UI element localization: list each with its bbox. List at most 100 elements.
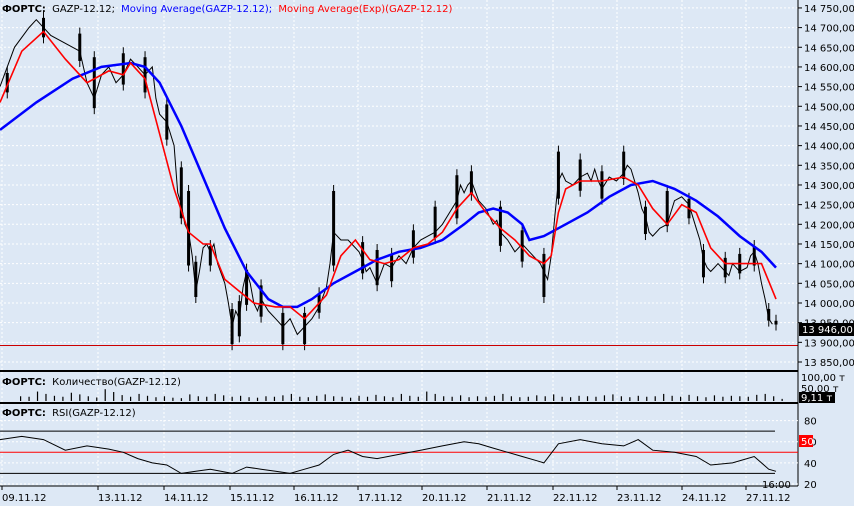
volume-bar — [654, 396, 656, 401]
volume-bar — [28, 396, 30, 401]
volume-bar — [341, 396, 343, 401]
rsi-level-label: 50 — [801, 437, 814, 448]
volume-bar — [333, 396, 335, 401]
volume-bar — [510, 396, 512, 401]
candle-body — [622, 151, 626, 179]
price-tick-label: 14 200,00 — [804, 220, 854, 231]
price-tick-label: 14 600,00 — [804, 63, 854, 74]
rsi-series — [0, 435, 777, 474]
volume-bar — [646, 396, 648, 401]
volume-panel-bg — [0, 372, 798, 402]
volume-bar — [680, 396, 682, 401]
rsi-level-box — [799, 435, 813, 447]
volume-bar — [443, 396, 445, 401]
ema-legend: Moving Average(Exp)(GAZP-12.12) — [278, 4, 452, 15]
candle-body — [245, 269, 249, 305]
candle-body — [281, 312, 285, 345]
candle-body — [665, 190, 669, 227]
rsi-tick-label: 20 — [804, 480, 817, 491]
volume-bar — [248, 397, 250, 401]
volume-bar — [104, 389, 106, 401]
volume-bar — [155, 397, 157, 401]
last-price-label: 13 946,00 — [802, 325, 853, 336]
price-tick-label: 14 450,00 — [804, 122, 854, 133]
price-tick-label: 14 400,00 — [804, 142, 854, 153]
date-label: 13.11.12 — [98, 493, 143, 504]
volume-bar — [324, 394, 326, 401]
volume-bar — [578, 395, 580, 401]
volume-bar — [172, 397, 174, 401]
volume-bar — [561, 396, 563, 401]
volume-bar — [620, 396, 622, 401]
price-tick-label: 14 150,00 — [804, 240, 854, 251]
volume-bar — [612, 394, 614, 401]
volume-title-prefix: ФОРТС: — [2, 377, 46, 388]
price-tick-label: 13 900,00 — [804, 338, 854, 349]
volume-bar — [53, 395, 56, 401]
candle-body — [411, 230, 415, 258]
volume-bar — [146, 395, 149, 401]
candle-body — [542, 253, 546, 297]
candle-body — [78, 33, 82, 61]
candle-body — [643, 206, 647, 235]
volume-bar — [375, 394, 377, 401]
volume-bar — [400, 393, 402, 401]
volume-bar — [282, 395, 284, 401]
volume-bar — [138, 393, 140, 401]
volume-bar — [536, 395, 538, 401]
volume-bar — [36, 391, 39, 401]
candle-body — [375, 249, 379, 286]
volume-bar — [113, 392, 115, 401]
volume-panel-title: ФОРТС: Количество(GAZP-12.12) — [2, 377, 181, 388]
candle-body — [556, 151, 560, 199]
volume-bar — [671, 395, 673, 401]
volume-bar — [629, 397, 631, 401]
rsi-tick-label: 80 — [804, 417, 817, 428]
volume-title-label: Количество(GAZP-12.12) — [52, 377, 181, 388]
candle-body — [208, 246, 212, 266]
volume-bar — [231, 396, 233, 401]
volume-bar — [519, 397, 521, 401]
volume-bar — [460, 395, 462, 401]
volume-bar — [45, 393, 47, 401]
time-axis: 09.11.12 13.11.12 14.11.12 15.11.12 16.11.12… — [1, 486, 791, 504]
price-tick-label: 14 350,00 — [804, 161, 854, 172]
volume-bar — [62, 396, 64, 401]
volume-tick-50: 50,00 т — [801, 384, 839, 395]
price-tick-label: 13 850,00 — [804, 358, 854, 369]
candle-body — [520, 230, 524, 262]
candle-body — [259, 285, 263, 317]
volume-bar — [468, 397, 470, 401]
volume-bar — [358, 395, 360, 401]
volume-bar — [307, 397, 309, 401]
volume-bar — [603, 395, 606, 401]
price-tick-label: 14 300,00 — [804, 181, 854, 192]
volume-bar — [426, 391, 428, 401]
candle-body — [455, 175, 459, 219]
volume-bar — [214, 393, 216, 401]
volume-bar — [240, 395, 242, 401]
volume-bar — [206, 396, 208, 401]
rsi-tick-label: 40 — [804, 459, 817, 470]
volume-last-label: 9,11 т — [801, 393, 832, 404]
volume-bar — [722, 396, 724, 401]
candle-body — [701, 249, 705, 278]
volume-bar — [70, 392, 72, 401]
price-tick-label: 14 700,00 — [804, 24, 854, 35]
price-tick-label: 14 500,00 — [804, 102, 854, 113]
volume-bar — [663, 393, 665, 401]
price-tick-label: 14 650,00 — [804, 43, 854, 54]
date-label: 09.11.12 — [2, 493, 47, 504]
volume-bar — [197, 396, 199, 401]
date-label: 21.11.12 — [487, 493, 532, 504]
rsi-title-label: RSI(GAZP-12.12) — [52, 408, 136, 419]
price-tick-label: 14 750,00 — [804, 4, 854, 15]
candle-body — [194, 261, 198, 297]
candle-body — [578, 159, 582, 191]
volume-bar — [189, 394, 191, 401]
price-tick-label: 14 550,00 — [804, 83, 854, 94]
price-axis: 14 750,00 14 700,00 14 650,00 14 600,00 14 5… — [798, 4, 854, 369]
volume-bar — [730, 395, 732, 401]
volume-last-box — [799, 392, 835, 403]
volume-bar — [544, 396, 546, 401]
